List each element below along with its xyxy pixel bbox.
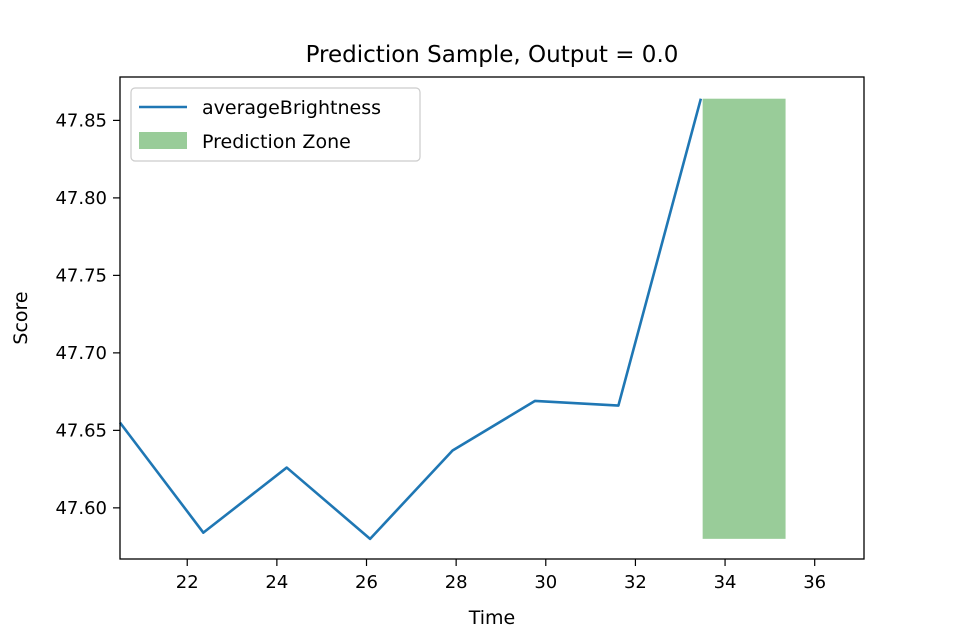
plot-area [118, 98, 786, 541]
x-tick-label: 26 [355, 572, 378, 593]
y-tick-label: 47.85 [55, 110, 107, 131]
prediction-zone-bar [702, 98, 786, 539]
legend-label-prediction-zone: Prediction Zone [202, 131, 351, 153]
x-tick-label: 34 [714, 572, 737, 593]
x-tick-label: 36 [803, 572, 826, 593]
chart-title: Prediction Sample, Output = 0.0 [306, 42, 679, 68]
plot-frame [119, 76, 865, 560]
y-tick-label: 47.70 [55, 343, 107, 364]
x-axis: 22 24 26 28 30 32 34 36 [176, 559, 826, 593]
legend-label-averagebrightness: averageBrightness [202, 97, 381, 119]
y-tick-label: 47.75 [55, 265, 107, 286]
x-axis-label: Time [468, 607, 516, 629]
x-tick-label: 22 [176, 572, 199, 593]
legend-swatch-prediction-zone [139, 132, 187, 149]
x-tick-label: 32 [624, 572, 647, 593]
y-axis-label: Score [10, 291, 32, 344]
x-tick-label: 30 [534, 572, 557, 593]
x-tick-label: 24 [265, 572, 288, 593]
y-axis: 47.60 47.65 47.70 47.75 47.80 47.85 [55, 110, 120, 519]
y-tick-label: 47.60 [55, 498, 107, 519]
legend: averageBrightness Prediction Zone [130, 87, 421, 162]
series-line-averagebrightness [118, 98, 703, 541]
x-tick-label: 28 [445, 572, 468, 593]
y-tick-label: 47.65 [55, 420, 107, 441]
y-tick-label: 47.80 [55, 188, 107, 209]
legend-box [130, 87, 421, 162]
